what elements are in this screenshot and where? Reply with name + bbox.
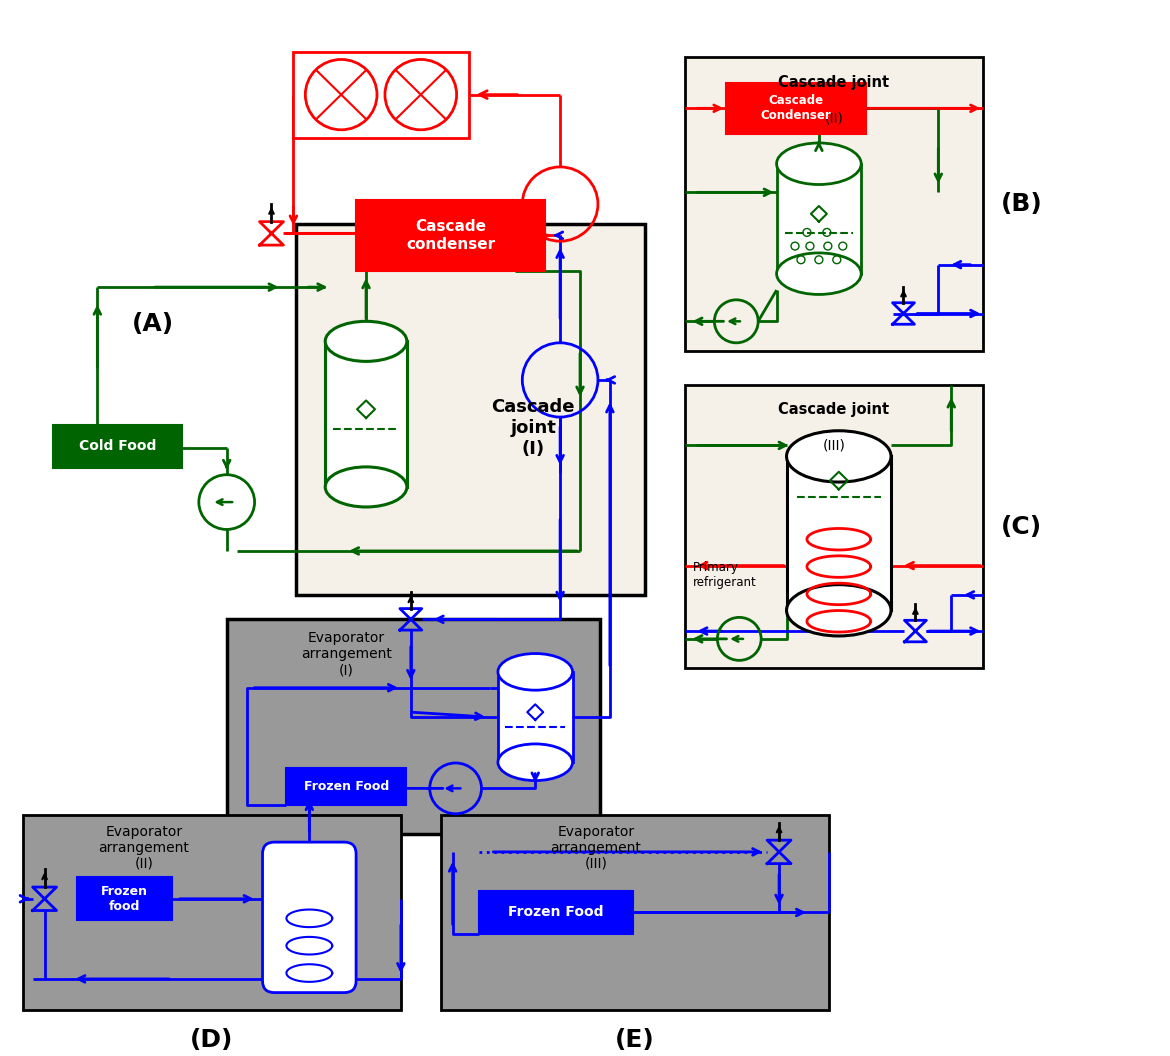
Bar xyxy=(294,52,468,137)
FancyBboxPatch shape xyxy=(262,842,356,993)
Text: (II): (II) xyxy=(825,111,844,126)
Ellipse shape xyxy=(777,253,861,295)
Bar xyxy=(684,384,983,668)
Bar xyxy=(441,815,828,1011)
Text: (D): (D) xyxy=(190,1027,234,1052)
Text: (B): (B) xyxy=(1002,192,1042,216)
FancyBboxPatch shape xyxy=(325,341,407,487)
Bar xyxy=(227,619,600,834)
Ellipse shape xyxy=(498,654,572,691)
Ellipse shape xyxy=(786,431,892,482)
Bar xyxy=(684,57,983,351)
Text: Frozen
food: Frozen food xyxy=(101,885,149,912)
Bar xyxy=(53,425,181,468)
Ellipse shape xyxy=(777,143,861,185)
Text: Evaporator
arrangement
(I): Evaporator arrangement (I) xyxy=(301,631,392,678)
Bar xyxy=(727,83,866,134)
Bar xyxy=(77,878,172,920)
Ellipse shape xyxy=(498,743,572,780)
Text: Primary
refrigerant: Primary refrigerant xyxy=(693,562,756,589)
Ellipse shape xyxy=(325,321,407,361)
Bar xyxy=(22,815,401,1011)
Text: Cascade
joint
(I): Cascade joint (I) xyxy=(491,398,574,457)
Text: Cascade joint: Cascade joint xyxy=(778,75,889,90)
Text: Cold Food: Cold Food xyxy=(78,439,156,453)
FancyBboxPatch shape xyxy=(777,164,861,274)
FancyBboxPatch shape xyxy=(786,456,892,610)
FancyBboxPatch shape xyxy=(498,672,572,762)
Bar xyxy=(296,224,645,595)
Bar xyxy=(287,768,406,805)
Text: (A): (A) xyxy=(132,313,174,336)
Text: Frozen Food: Frozen Food xyxy=(303,780,388,793)
Ellipse shape xyxy=(325,467,407,507)
Bar xyxy=(356,201,545,270)
Text: Frozen Food: Frozen Food xyxy=(508,905,604,920)
Text: Evaporator
arrangement
(II): Evaporator arrangement (II) xyxy=(98,825,190,871)
Text: (E): (E) xyxy=(615,1027,655,1052)
Bar xyxy=(479,891,633,934)
Ellipse shape xyxy=(786,585,892,636)
Text: (C): (C) xyxy=(1002,514,1042,539)
Text: (III): (III) xyxy=(823,438,845,453)
Text: Evaporator
arrangement
(III): Evaporator arrangement (III) xyxy=(551,825,641,871)
Text: Cascade
Condenser: Cascade Condenser xyxy=(760,94,832,122)
Text: Cascade
condenser: Cascade condenser xyxy=(406,220,495,251)
Text: Cascade joint: Cascade joint xyxy=(778,402,889,417)
